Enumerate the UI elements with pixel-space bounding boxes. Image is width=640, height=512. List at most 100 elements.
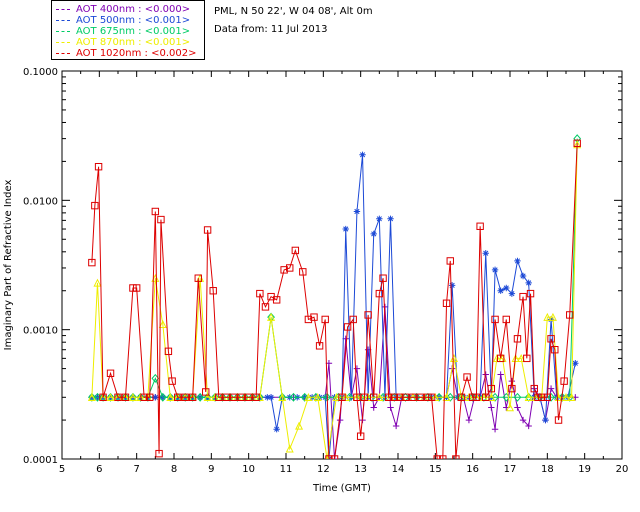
x-tick-label: 17 — [504, 464, 517, 475]
legend-swatch — [56, 30, 70, 32]
legend-swatch — [56, 8, 70, 10]
series-aot-870nm-point — [203, 392, 212, 401]
series-aot-870nm-point — [449, 354, 459, 363]
y-tick-label: 0.0010 — [23, 326, 58, 337]
series-aot-1020nm-point — [129, 284, 137, 292]
legend-item-500nm: AOT 500nm : <0.001> — [56, 15, 190, 26]
series-aot-1020nm-point — [360, 393, 369, 401]
series-aot-500nm-point — [572, 360, 579, 367]
y-tick-label: 0.0001 — [23, 455, 58, 466]
series-aot-500nm-point — [342, 225, 349, 233]
legend-item-1020nm: AOT 1020nm : <0.002> — [56, 48, 196, 59]
series-aot-1020nm-point — [543, 393, 552, 401]
series-aot-1020nm-point — [94, 162, 103, 171]
series-aot-500nm-point — [503, 284, 510, 292]
series-aot-1020nm-line — [91, 143, 578, 459]
series-aot-870nm-point — [278, 392, 287, 401]
series-aot-500nm-point — [267, 394, 275, 401]
legend-item-400nm: AOT 400nm : <0.000> — [56, 4, 190, 15]
series-aot-500nm-point — [376, 215, 383, 222]
legend-swatch — [56, 41, 70, 43]
series-aot-500nm-point — [497, 287, 504, 294]
x-tick-label: 7 — [133, 464, 139, 475]
series-aot-400nm-point — [465, 416, 473, 424]
series-aot-1020nm-point — [523, 354, 531, 363]
series-aot-500nm-point — [491, 266, 499, 274]
y-axis-label: Imaginary Part of Refractive Index — [3, 180, 14, 351]
y-tick-label: 0.0100 — [23, 196, 58, 207]
series-aot-870nm-point — [567, 392, 576, 401]
series-aot-1020nm-point — [463, 373, 471, 381]
series-aot-1020nm-point — [155, 449, 163, 458]
series-aot-500nm-point — [152, 394, 159, 401]
x-tick-label: 12 — [317, 464, 330, 475]
series-aot-500nm-point — [387, 215, 394, 222]
series-aot-1020nm-point — [140, 393, 148, 401]
series-aot-1020nm-point — [457, 393, 466, 401]
series-aot-1020nm-point — [304, 315, 313, 324]
series-aot-1020nm-point — [416, 393, 425, 401]
series-aot-1020nm-point — [181, 393, 189, 401]
legend-label: AOT 400nm : <0.000> — [76, 4, 191, 15]
legend-label: AOT 500nm : <0.001> — [76, 15, 191, 26]
series-aot-1020nm-point — [566, 311, 574, 319]
series-aot-1020nm-point — [487, 384, 496, 393]
series-aot-870nm-point — [492, 354, 501, 363]
series-aot-1020nm-point — [427, 393, 436, 401]
series-aot-1020nm-point — [364, 311, 372, 319]
series-aot-1020nm-point — [496, 354, 505, 363]
series-aot-1020nm-point — [472, 393, 481, 401]
legend-item-870nm: AOT 870nm : <0.001> — [56, 37, 190, 48]
series-aot-1020nm-point — [356, 432, 365, 440]
series-aot-1020nm-point — [280, 266, 288, 274]
series-aot-1020nm-point — [401, 393, 410, 401]
series-aot-400nm-point — [392, 422, 400, 430]
legend-label: AOT 675nm : <0.001> — [76, 26, 191, 37]
series-aot-400nm-point — [491, 425, 499, 433]
series-aot-1020nm-point — [202, 388, 210, 396]
series-aot-675nm-point — [289, 392, 298, 402]
series-aot-1020nm-point — [424, 393, 432, 401]
series-aot-1020nm-point — [526, 289, 535, 298]
series-aot-1020nm-point — [379, 274, 387, 282]
series-aot-500nm-point — [542, 416, 549, 424]
series-aot-870nm-point — [561, 392, 571, 401]
series-aot-870nm-point — [304, 392, 313, 401]
series-aot-870nm-point — [332, 392, 341, 401]
series-aot-870nm-point — [464, 392, 473, 401]
series-aot-1020nm-point — [349, 315, 357, 324]
series-aot-1020nm-point — [384, 393, 393, 401]
series-aot-500nm-point — [519, 272, 527, 280]
series-aot-1020nm-point — [390, 393, 398, 401]
series-aot-1020nm-point — [343, 323, 352, 331]
x-tick-label: 8 — [171, 464, 177, 475]
series-aot-1020nm-point — [315, 342, 324, 350]
series-aot-1020nm-point — [534, 393, 542, 401]
series-aot-1020nm-point — [396, 393, 404, 401]
series-aot-1020nm-point — [330, 455, 339, 459]
x-tick-label: 14 — [392, 464, 405, 475]
series-aot-1020nm-point — [99, 393, 107, 401]
series-aot-870nm-point — [543, 312, 552, 321]
series-aot-400nm-point — [387, 404, 394, 411]
series-aot-870nm-line — [91, 144, 578, 459]
series-aot-1020nm-point — [325, 455, 333, 459]
series-aot-1020nm-point — [114, 393, 122, 401]
series-aot-500nm-point — [448, 282, 456, 289]
series-aot-400nm-point — [519, 416, 527, 424]
series-aot-870nm-point — [158, 319, 167, 329]
series-aot-870nm-point — [267, 312, 276, 321]
legend-swatch — [56, 52, 70, 54]
series-aot-1020nm-point — [203, 226, 212, 234]
series-aot-1020nm-point — [230, 393, 238, 401]
series-aot-1020nm-point — [164, 347, 173, 356]
series-aot-500nm-point — [264, 394, 271, 401]
series-aot-1020nm-point — [222, 393, 230, 401]
series-aot-400nm-point — [336, 416, 344, 424]
legend-swatch — [56, 19, 70, 21]
series-aot-870nm-point — [128, 392, 137, 401]
series-aot-870nm-point — [136, 392, 145, 401]
series-aot-1020nm-point — [261, 303, 270, 311]
series-aot-1020nm-point — [194, 274, 202, 282]
